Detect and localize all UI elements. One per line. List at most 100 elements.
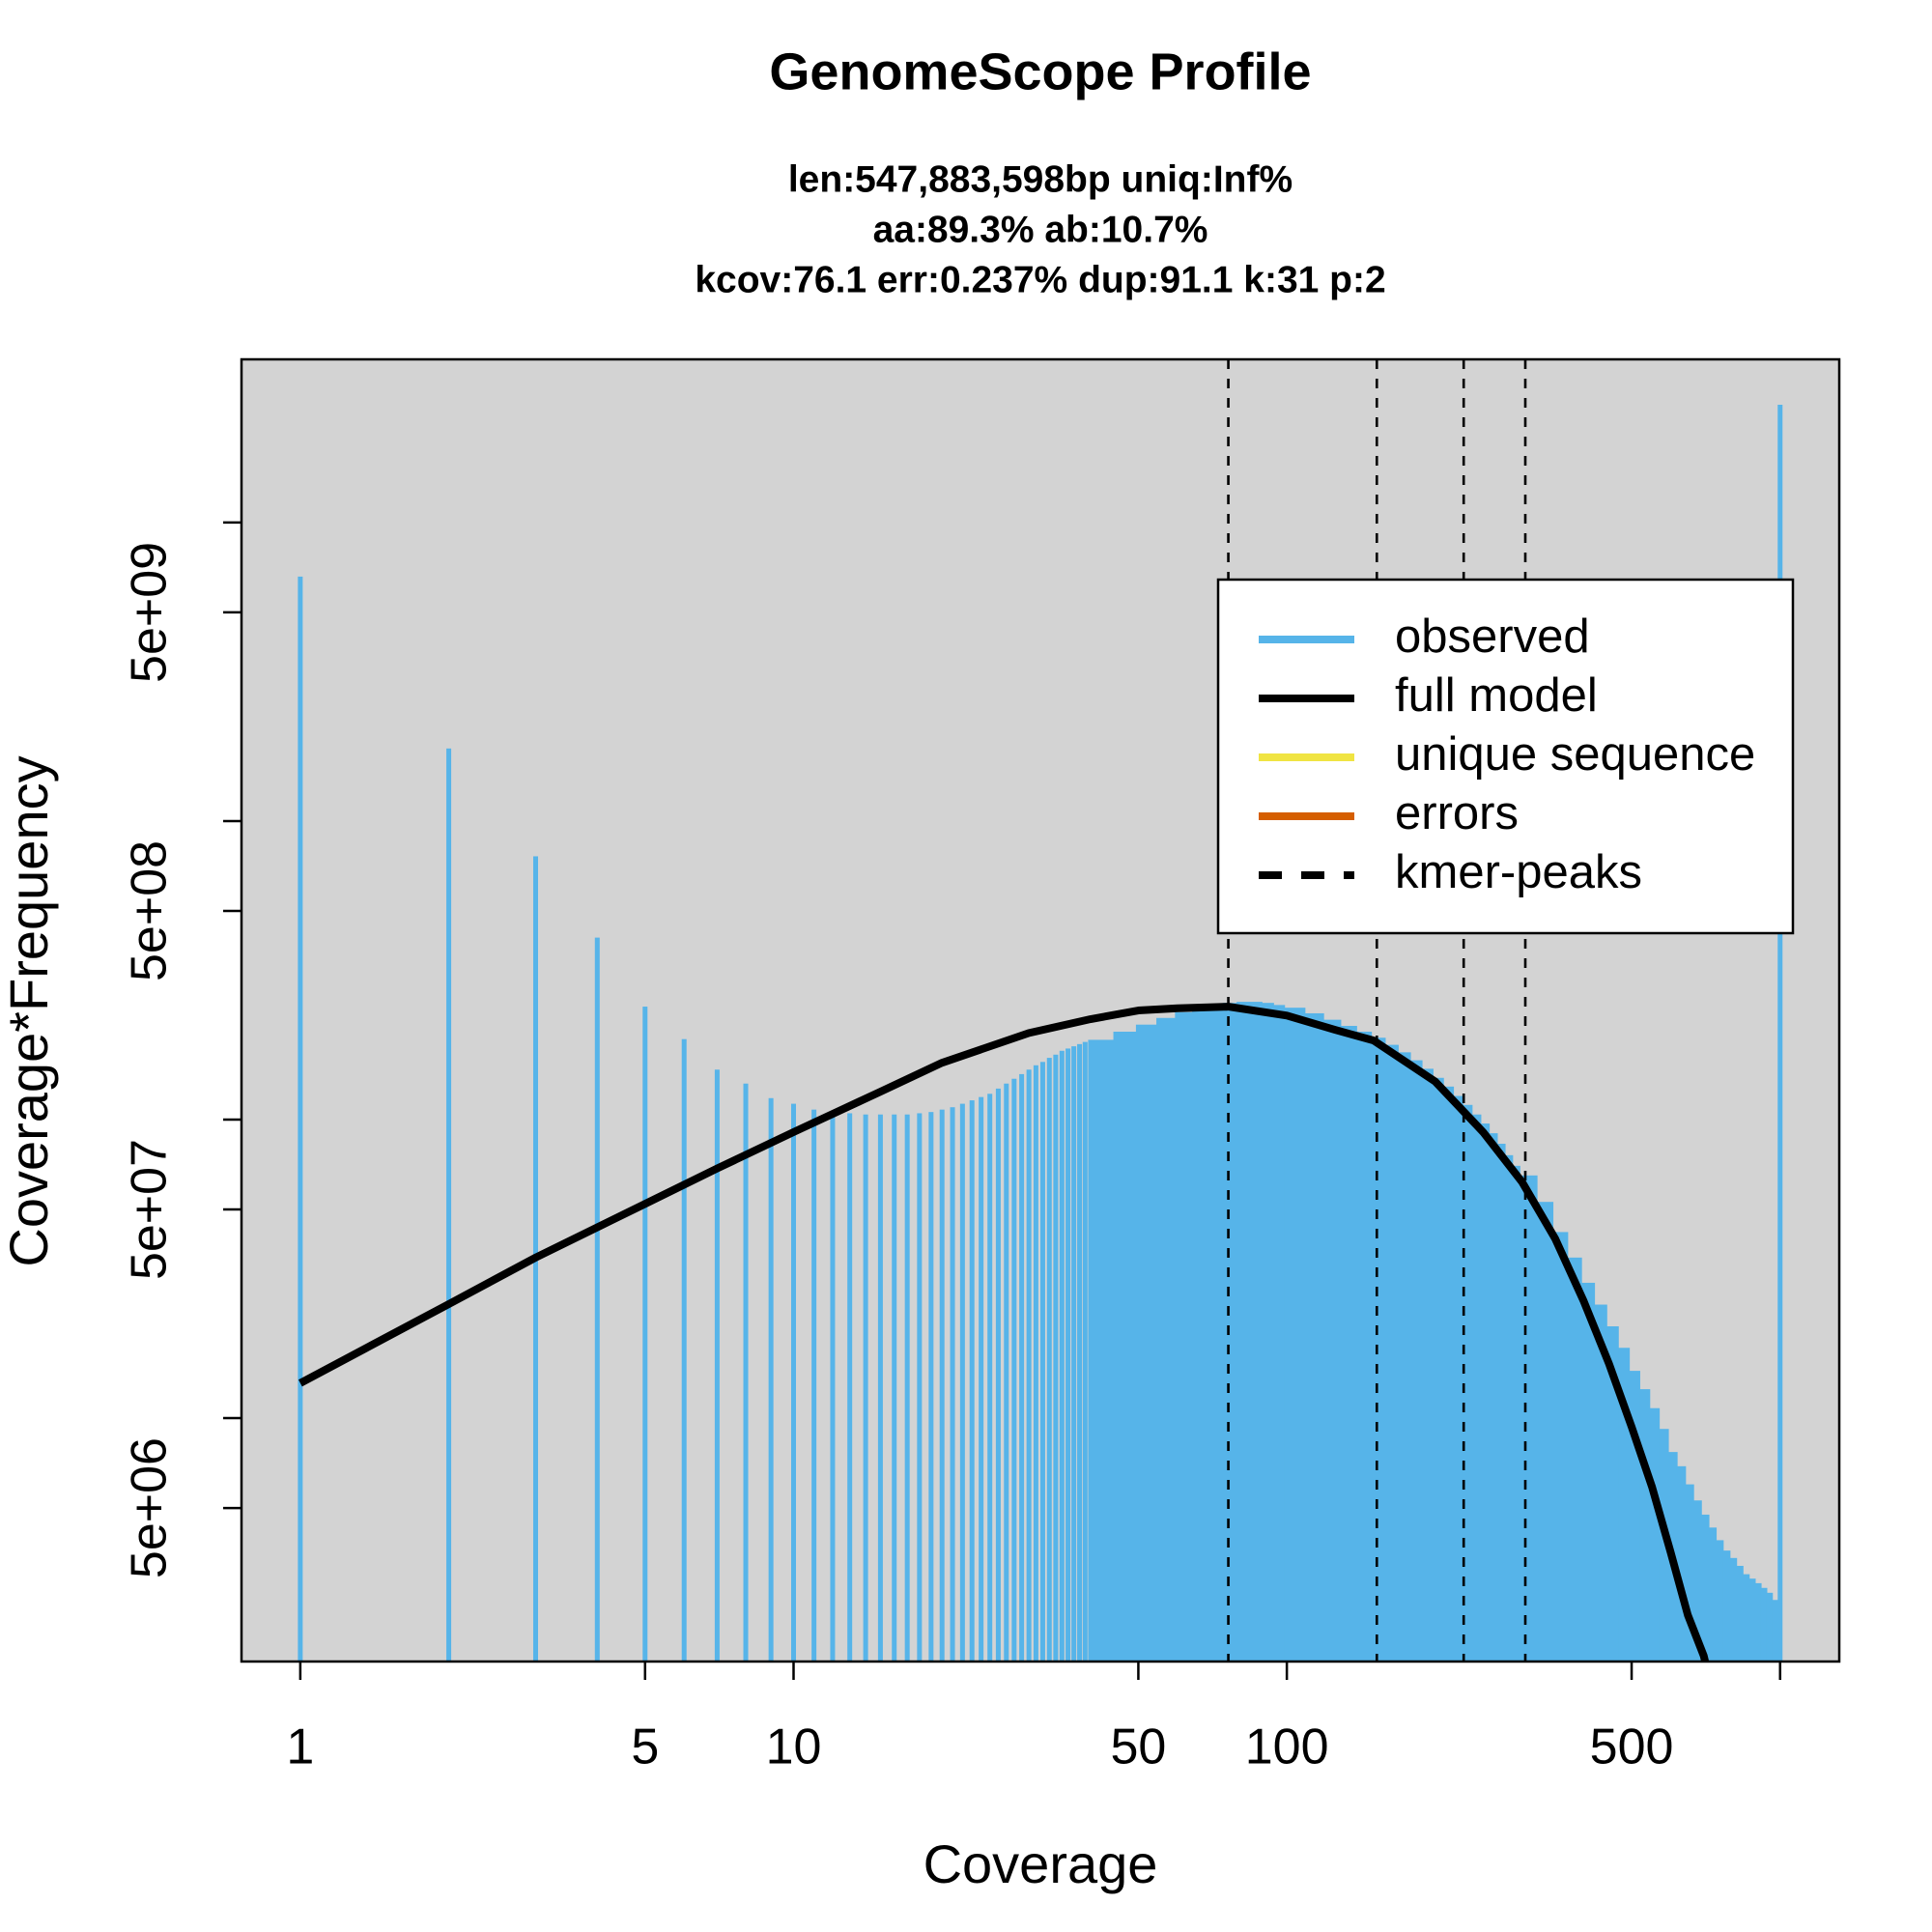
observed-bar	[969, 1100, 975, 1662]
x-tick-label: 100	[1245, 1719, 1329, 1776]
observed-bar	[1077, 1043, 1083, 1662]
observed-bar	[1033, 1065, 1038, 1662]
y-tick-label: 5e+06	[122, 1437, 178, 1578]
y-tick-label: 5e+08	[122, 840, 178, 981]
observed-bar	[1398, 1052, 1411, 1662]
observed-bar	[928, 1112, 934, 1662]
observed-bar	[681, 1038, 687, 1662]
observed-bar	[1708, 1527, 1718, 1662]
observed-bar	[1026, 1069, 1032, 1662]
observed-bar	[830, 1112, 836, 1662]
observed-bar	[1594, 1304, 1607, 1662]
observed-bar	[298, 576, 303, 1662]
observed-bar	[1716, 1540, 1724, 1662]
observed-bar	[1356, 1031, 1373, 1662]
observed-bar	[1760, 1587, 1768, 1662]
observed-bar	[1629, 1371, 1640, 1662]
observed-bar	[1743, 1574, 1750, 1662]
observed-bar	[1693, 1500, 1702, 1662]
observed-bar	[1537, 1202, 1554, 1662]
observed-bar	[904, 1114, 910, 1662]
observed-bar	[917, 1113, 923, 1662]
observed-bar	[1453, 1095, 1463, 1662]
observed-bar	[1736, 1565, 1744, 1662]
observed-bar	[950, 1107, 955, 1662]
observed-bar	[1236, 1002, 1251, 1662]
observed-bar	[1463, 1104, 1473, 1662]
observed-bar	[1777, 405, 1783, 1662]
chart-subtitle: kcov:76.1 err:0.237% dup:91.1 k:31 p:2	[695, 259, 1385, 300]
observed-bar	[1685, 1484, 1694, 1662]
observed-bar	[1677, 1465, 1687, 1662]
observed-bar	[1384, 1044, 1399, 1662]
observed-bar	[1471, 1114, 1482, 1662]
observed-bar	[790, 1103, 796, 1662]
observed-bar	[1421, 1068, 1434, 1662]
observed-bar	[594, 937, 600, 1662]
observed-bar	[1496, 1143, 1506, 1662]
legend-label: errors	[1395, 787, 1519, 839]
observed-bar	[1772, 1600, 1778, 1662]
legend-label: full model	[1395, 669, 1598, 722]
observed-bar	[995, 1088, 1001, 1662]
observed-bar	[642, 1007, 648, 1662]
observed-bar	[1208, 1004, 1224, 1662]
observed-bar	[1065, 1048, 1071, 1662]
chart-title: GenomeScope Profile	[769, 43, 1311, 100]
observed-bar	[1273, 1005, 1286, 1662]
observed-bar	[1053, 1054, 1059, 1662]
y-tick-label: 5e+09	[122, 542, 178, 683]
observed-bar	[1649, 1407, 1661, 1662]
observed-bar	[1504, 1154, 1514, 1662]
observed-bar	[1262, 1003, 1274, 1662]
observed-bar	[1729, 1557, 1738, 1662]
model-line	[298, 1003, 1710, 1662]
x-tick-label: 5	[631, 1719, 659, 1776]
observed-bar	[979, 1096, 984, 1662]
observed-bar	[987, 1094, 993, 1662]
observed-bar	[1618, 1348, 1631, 1662]
observed-bar	[892, 1114, 897, 1662]
chart-subtitle: len:547,883,598bp uniq:Inf%	[788, 158, 1293, 200]
observed-bar	[1046, 1058, 1052, 1662]
observed-bar	[1019, 1073, 1025, 1662]
observed-bar	[1639, 1389, 1651, 1662]
observed-bar	[1284, 1008, 1306, 1662]
plot-layer	[298, 359, 1783, 1662]
observed-bar	[1039, 1062, 1045, 1662]
observed-bar	[1480, 1123, 1491, 1662]
observed-bar	[1175, 1011, 1193, 1662]
legend-label: unique sequence	[1395, 728, 1755, 781]
observed-bar	[1011, 1078, 1017, 1662]
observed-bar	[939, 1109, 945, 1662]
observed-bar	[877, 1114, 883, 1662]
observed-bar	[863, 1114, 868, 1662]
y-axis-label: Coverage*Frequency	[0, 755, 59, 1266]
x-tick-label: 10	[766, 1719, 822, 1776]
observed-bar	[1071, 1046, 1077, 1662]
observed-bar	[959, 1103, 965, 1662]
observed-bar	[1754, 1582, 1762, 1662]
observed-bar	[1082, 1041, 1088, 1662]
legend-label: observed	[1395, 611, 1590, 663]
observed-bar	[1323, 1019, 1342, 1662]
observed-bar	[1748, 1578, 1756, 1662]
observed-bar	[1088, 1039, 1115, 1662]
observed-bar	[714, 1069, 720, 1662]
observed-bar	[1552, 1232, 1569, 1662]
x-tick-label: 1	[286, 1719, 314, 1776]
observed-bar	[1512, 1165, 1520, 1662]
observed-bar	[1766, 1592, 1774, 1662]
observed-bar	[1606, 1326, 1619, 1662]
observed-bar	[1004, 1083, 1009, 1662]
observed-bar	[1113, 1031, 1137, 1662]
observed-bar	[1249, 1002, 1263, 1662]
observed-bar	[847, 1113, 853, 1662]
observed-bar	[446, 748, 452, 1662]
observed-bar	[1222, 1003, 1237, 1662]
legend-label: kmer-peaks	[1395, 846, 1642, 898]
observed-bar	[1443, 1086, 1455, 1662]
observed-bar	[743, 1083, 749, 1662]
